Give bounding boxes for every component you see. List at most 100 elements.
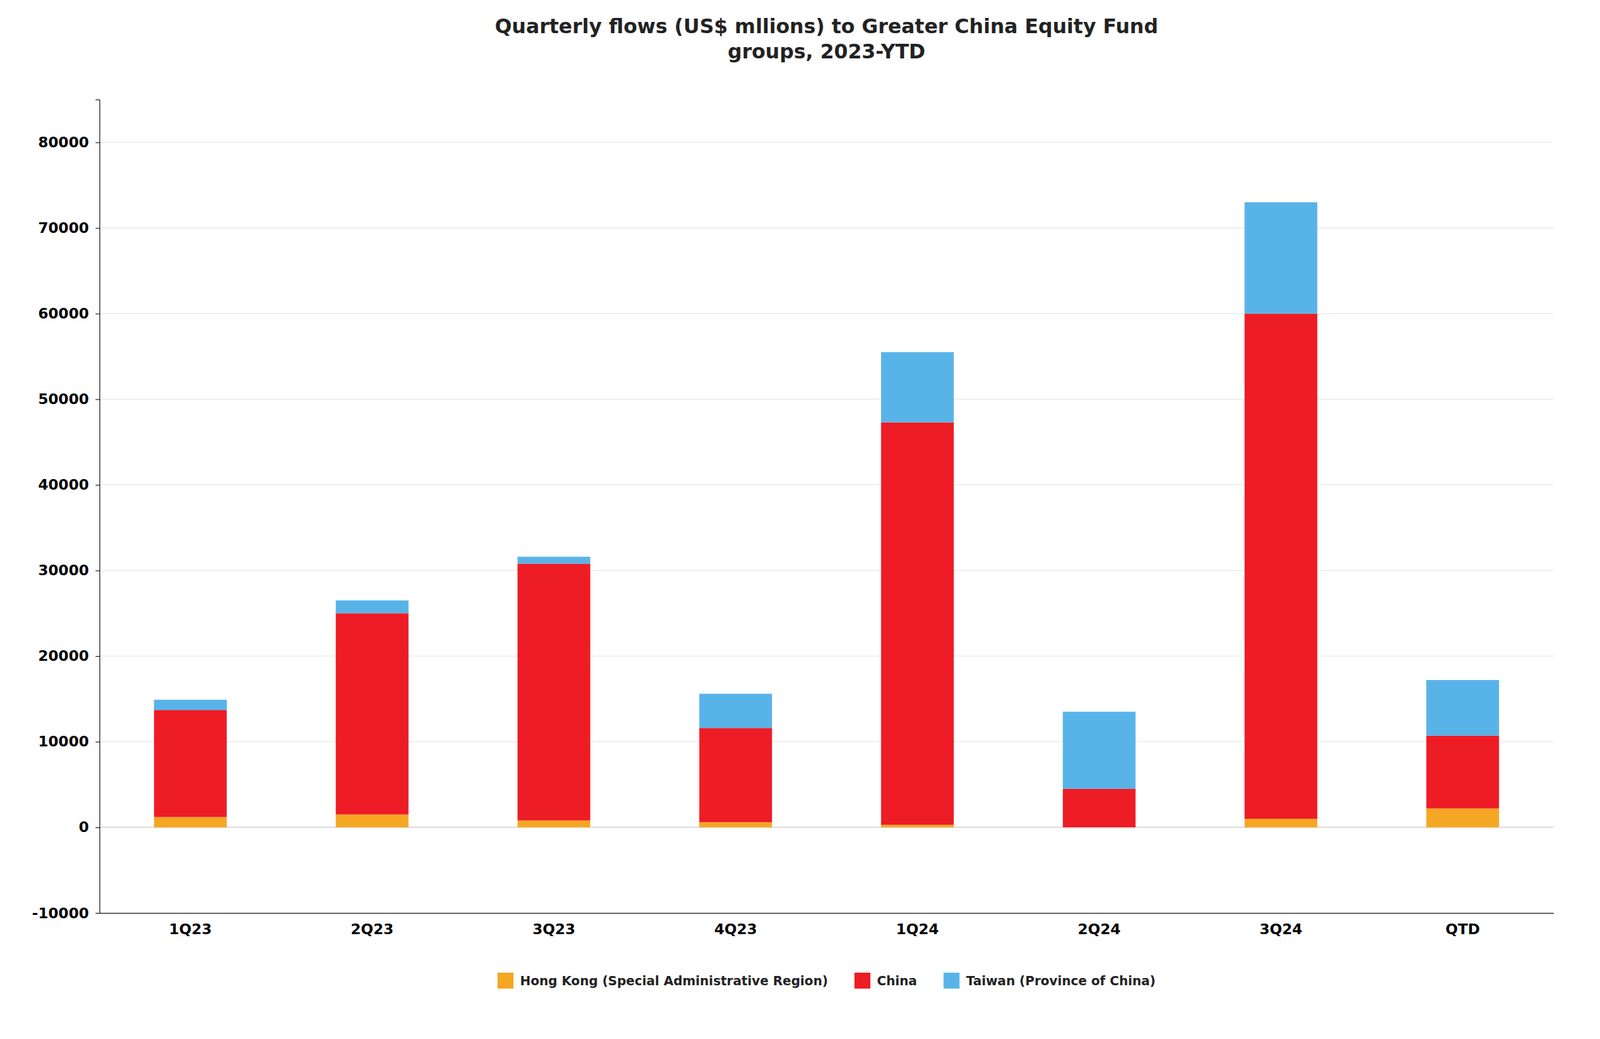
axis-line	[100, 912, 1555, 914]
legend-item: Hong Kong (Special Administrative Region…	[497, 972, 828, 989]
tick-label: 3Q24	[1259, 920, 1303, 938]
bar	[153, 816, 227, 827]
grid-line	[99, 141, 1554, 143]
grid-line	[99, 313, 1554, 314]
grid-line	[99, 227, 1554, 229]
legend-label: China	[876, 973, 917, 988]
bar	[880, 824, 954, 828]
grid-line	[99, 740, 1554, 742]
title-line: Quarterly flows (US$ mllions) to Greater…	[494, 14, 1159, 38]
grid	[99, 142, 1554, 913]
tick-label: 4Q23	[714, 920, 758, 938]
tick-label: 20000	[37, 647, 89, 665]
tick: 1Q23	[169, 920, 213, 938]
tick-label: 70000	[37, 219, 89, 237]
tick-label: 1Q24	[896, 920, 940, 938]
tick: 30000	[37, 561, 100, 579]
grid-line	[99, 655, 1554, 657]
tick-label: QTD	[1445, 920, 1480, 938]
bar	[880, 352, 954, 423]
bar	[335, 600, 409, 613]
tick: 1Q24	[896, 920, 940, 938]
bar	[1426, 679, 1500, 736]
tick-label: 10000	[37, 733, 89, 750]
tick-label: 30000	[37, 561, 89, 579]
tick: 4Q23	[714, 920, 758, 938]
tick-label: 40000	[37, 476, 89, 493]
tick-mark	[95, 142, 100, 144]
tick: 3Q24	[1259, 920, 1303, 938]
tick-label: 2Q24	[1077, 920, 1122, 938]
tick-mark	[95, 570, 100, 572]
tick-mark	[95, 656, 100, 657]
bar	[1244, 202, 1318, 314]
bar	[699, 727, 773, 822]
legend-label: Taiwan (Province of China)	[965, 973, 1156, 988]
legend-label: Hong Kong (Special Administrative Region…	[520, 973, 828, 988]
tick: 40000	[37, 476, 100, 493]
chart: -10000 0 10000 20000 30000 40000 50000 60000 700…	[0, 0, 1600, 1039]
legend-item: Taiwan (Province of China)	[943, 972, 1156, 989]
tick-mark	[95, 827, 100, 828]
tick-label: 50000	[37, 390, 89, 408]
bar	[153, 699, 227, 710]
legend-item: China	[854, 972, 917, 989]
bar	[699, 693, 773, 729]
grid-line	[99, 484, 1554, 485]
plot-area	[153, 202, 1500, 828]
tick-label: 1Q23	[169, 920, 213, 938]
series	[153, 313, 1500, 828]
tick-label: 2Q23	[350, 920, 395, 938]
tick-mark	[95, 912, 100, 914]
tick: 50000	[37, 390, 100, 408]
tick: 10000	[37, 733, 100, 750]
axis-line	[95, 100, 101, 914]
tick-mark	[95, 399, 100, 400]
tick: 80000	[37, 133, 100, 151]
bar	[517, 563, 591, 820]
legend-swatch	[497, 972, 514, 989]
tick-label: 80000	[37, 133, 89, 151]
grid-line	[99, 826, 1554, 828]
tick-mark	[95, 741, 100, 743]
tick: 3Q23	[532, 920, 576, 938]
tick: 60000	[37, 305, 100, 322]
bar	[699, 821, 773, 828]
grid-line	[99, 398, 1554, 400]
tick-label: 3Q23	[532, 920, 576, 938]
grid-line	[99, 569, 1554, 571]
bar	[335, 814, 409, 828]
tick-label: 60000	[37, 305, 89, 322]
grid-line	[99, 912, 1554, 914]
tick-mark	[95, 484, 100, 486]
tick: 2Q24	[1077, 920, 1122, 938]
bar	[1062, 711, 1136, 789]
legend: Hong Kong (Special Administrative Region…	[497, 972, 1156, 989]
series	[153, 202, 1500, 789]
x-axis: 1Q23 2Q23 3Q23 4Q23 1Q24 2Q24 3Q24 QTD	[100, 913, 1555, 938]
bar	[1426, 735, 1500, 809]
legend-swatch	[943, 972, 960, 989]
title-line: groups, 2023-YTD	[727, 39, 926, 64]
bar	[1426, 808, 1500, 828]
tick: 20000	[37, 647, 100, 665]
y-axis: -10000 0 10000 20000 30000 40000 50000 60000 700…	[31, 100, 100, 922]
tick-mark	[95, 313, 100, 315]
bar	[1244, 818, 1318, 828]
tick-label: 0	[78, 818, 89, 836]
bar	[335, 612, 409, 814]
bar	[153, 709, 227, 817]
tick: 2Q23	[350, 920, 395, 938]
bar	[1062, 788, 1136, 828]
tick: 70000	[37, 219, 100, 237]
title: Quarterly flows (US$ mllions) to Greater…	[494, 14, 1159, 64]
legend-swatch	[854, 972, 871, 989]
tick: QTD	[1445, 920, 1480, 938]
tick-label: -10000	[31, 904, 89, 922]
bar	[517, 820, 591, 828]
bar	[880, 422, 954, 826]
tick: 0	[78, 818, 100, 836]
bar	[517, 556, 591, 564]
tick-mark	[95, 228, 100, 229]
bar	[1244, 313, 1318, 819]
